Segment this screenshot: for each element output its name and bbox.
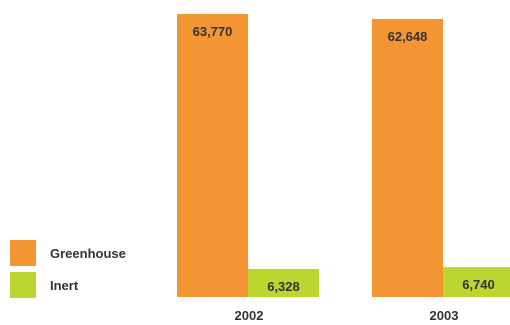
- legend-label-greenhouse: Greenhouse: [50, 245, 126, 261]
- legend-swatch-greenhouse: [10, 240, 36, 266]
- x-tick-label-2003: 2003: [430, 308, 459, 323]
- bar-greenhouse-2002: [177, 14, 248, 297]
- legend-label-inert: Inert: [50, 277, 79, 293]
- bar-greenhouse-2003: [372, 18, 443, 297]
- data-label-greenhouse-2003: 62,648: [388, 29, 428, 44]
- data-label-greenhouse-2002: 63,770: [193, 24, 233, 39]
- legend-item-greenhouse: Greenhouse: [10, 240, 126, 266]
- legend-swatch-inert: [10, 272, 36, 298]
- bars-group: [177, 14, 510, 297]
- x-axis-tick-labels: 2002 2003: [235, 308, 459, 323]
- data-label-inert-2003: 6,740: [462, 277, 495, 292]
- legend-item-inert: Inert: [10, 272, 126, 298]
- bar-inert-2002: [248, 268, 319, 297]
- data-label-inert-2002: 6,328: [267, 279, 300, 294]
- legend: Greenhouse Inert: [10, 240, 126, 304]
- bar-value-labels: 63,770 6,328 62,648 6,740: [193, 24, 495, 294]
- bar-inert-2003: [443, 267, 510, 297]
- x-tick-label-2002: 2002: [235, 308, 264, 323]
